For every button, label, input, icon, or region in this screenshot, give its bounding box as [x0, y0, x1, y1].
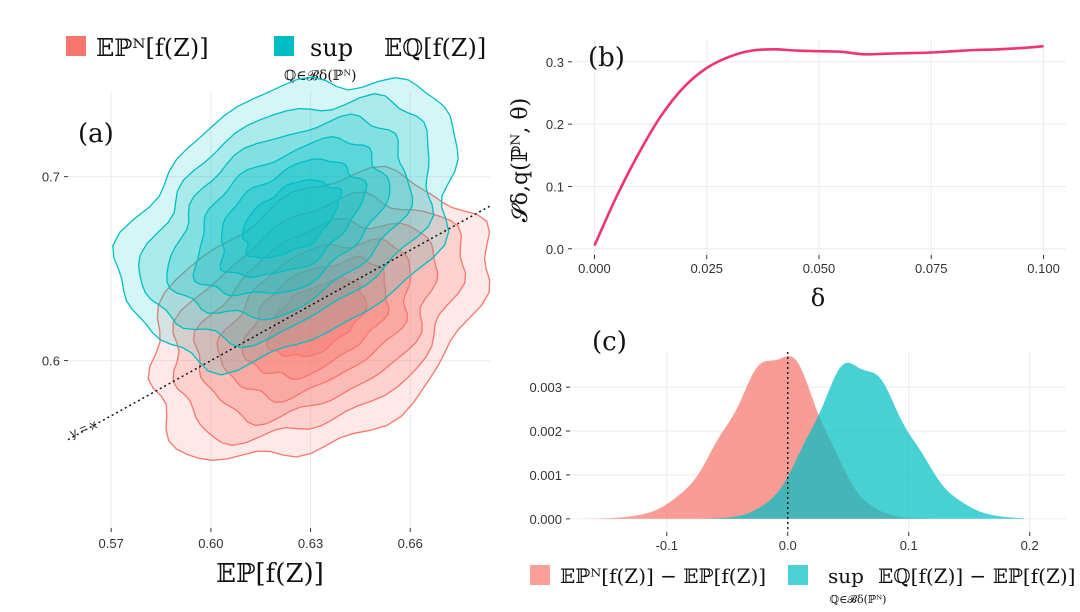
panel-b-xtick-label: 0.025	[690, 261, 723, 276]
legend-bottom-worst-case-expr: 𝔼ℚ[f(Z)] − 𝔼ℙ[f(Z)]	[878, 564, 1075, 588]
panel-b-label: (b)	[588, 43, 625, 73]
panel-a-grid	[68, 92, 490, 528]
panel-b-xtick-label: 0.100	[1027, 261, 1060, 276]
panel-c-ytick-label: 0.002	[529, 424, 562, 439]
panel-a-worst-case-contour-level	[192, 135, 391, 297]
panel-a-contours	[112, 76, 491, 461]
panel-a-worst-case-contour-level	[219, 158, 368, 278]
panel-a-yx-line	[67, 205, 491, 441]
panel-a-label: (a)	[78, 119, 114, 149]
panel-a-xlabel: 𝔼ℙ[f(Z)]	[216, 559, 324, 589]
panel-b-xtick-label: 0.075	[915, 261, 948, 276]
panel-b-ylabel: 𝓢δ,q(ℙᴺ, θ)	[508, 98, 533, 222]
panel-a-xtick-label: 0.57	[99, 536, 124, 551]
panel-c-ytick-label: 0.000	[529, 512, 562, 527]
panel-b-xlabel: δ	[811, 284, 825, 312]
panel-b-ytick-label: 0.2	[546, 117, 564, 132]
panel-a-reference-line-label: y = x	[68, 416, 100, 441]
panel-a-contour: y = x 0.57 0.60 0.63 0.66 0.6 0.7 (a) 𝔼ℙ[f(Z)…	[42, 76, 491, 589]
legend-top-worst-case-swatch	[274, 36, 294, 56]
panel-c-ytick-label: 0.001	[529, 468, 562, 483]
panel-b-xtick-label: 0.000	[578, 261, 611, 276]
panel-a-empirical-contour-level	[147, 165, 491, 461]
panel-b-sensitivity-line	[593, 44, 1044, 247]
panel-a-xtick-label: 0.60	[198, 536, 223, 551]
panel-a-worst-case-contour-level	[166, 113, 414, 321]
legend-bottom-empirical-swatch	[530, 565, 550, 585]
legend-top-worst-case-sub: ℚ∈𝓑δ(ℙᴺ)	[284, 68, 357, 84]
panel-a-xtick-label: 0.63	[298, 536, 323, 551]
panel-c-ticks: -0.1 0.0 0.1 0.2 0.000 0.001 0.002 0.003	[529, 380, 1038, 553]
panel-b-series	[593, 44, 1044, 247]
panel-c-empirical-density	[588, 356, 964, 519]
panel-b-ytick-label: 0.3	[546, 55, 564, 70]
legend-bottom-worst-case-sup: sup	[828, 564, 864, 588]
panel-a-worst-case-contour-level	[137, 93, 435, 349]
legend-top-worst-case-sup: sup	[310, 34, 353, 62]
legend-top-worst-case-expr: 𝔼ℚ[f(Z)]	[384, 34, 486, 62]
panel-b-ytick-label: 0.1	[546, 179, 564, 194]
panel-a-worst-case-contour-level	[241, 179, 343, 259]
panel-c-label: (c)	[592, 327, 627, 357]
panel-c-worst-case-density	[672, 362, 1024, 519]
panel-c-areas	[588, 356, 1024, 519]
panel-b-line: 0.000 0.025 0.050 0.075 0.100 0.0 0.1 0.2 0.3 (b…	[508, 40, 1066, 312]
panel-a-ytick-label: 0.7	[42, 170, 60, 185]
legend-top-empirical-label: 𝔼ℙᴺ[f(Z)]	[96, 34, 209, 62]
panel-c-xtick-label: 0.2	[1021, 538, 1039, 553]
panel-a-empirical-contour-level	[192, 218, 439, 427]
panel-c-xtick-label: 0.0	[779, 538, 797, 553]
legend-bottom: 𝔼ℙᴺ[f(Z)] − 𝔼ℙ[f(Z)] sup ℚ∈𝓑δ(ℙᴺ) 𝔼ℚ[f(Z…	[530, 564, 1075, 606]
panel-a-ticks: 0.57 0.60 0.63 0.66 0.6 0.7	[42, 170, 423, 551]
panel-c-xtick-label: 0.1	[900, 538, 918, 553]
legend-bottom-empirical-label: 𝔼ℙᴺ[f(Z)] − 𝔼ℙ[f(Z)]	[560, 564, 766, 588]
panel-a-reference-line	[67, 205, 491, 441]
legend-top: 𝔼ℙᴺ[f(Z)] sup ℚ∈𝓑δ(ℙᴺ) 𝔼ℚ[f(Z)]	[66, 34, 486, 84]
panel-c-density: -0.1 0.0 0.1 0.2 0.000 0.001 0.002 0.003 (c)	[529, 327, 1066, 553]
panel-b-grid	[572, 40, 1066, 255]
legend-bottom-worst-case-swatch	[788, 565, 808, 585]
panel-b-ticks: 0.000 0.025 0.050 0.075 0.100 0.0 0.1 0.2 0.3	[546, 55, 1060, 276]
panel-a-empirical-contour-level	[216, 237, 412, 404]
panel-a-ytick-label: 0.6	[42, 354, 60, 369]
panel-b-ytick-label: 0.0	[546, 242, 564, 257]
legend-top-empirical-swatch	[66, 36, 86, 56]
panel-a-xtick-label: 0.66	[398, 536, 423, 551]
legend-bottom-worst-case-sub: ℚ∈𝓑δ(ℙᴺ)	[830, 593, 887, 606]
panel-c-ytick-label: 0.003	[529, 380, 562, 395]
panel-b-xtick-label: 0.050	[803, 261, 836, 276]
panel-c-xtick-label: -0.1	[656, 538, 678, 553]
